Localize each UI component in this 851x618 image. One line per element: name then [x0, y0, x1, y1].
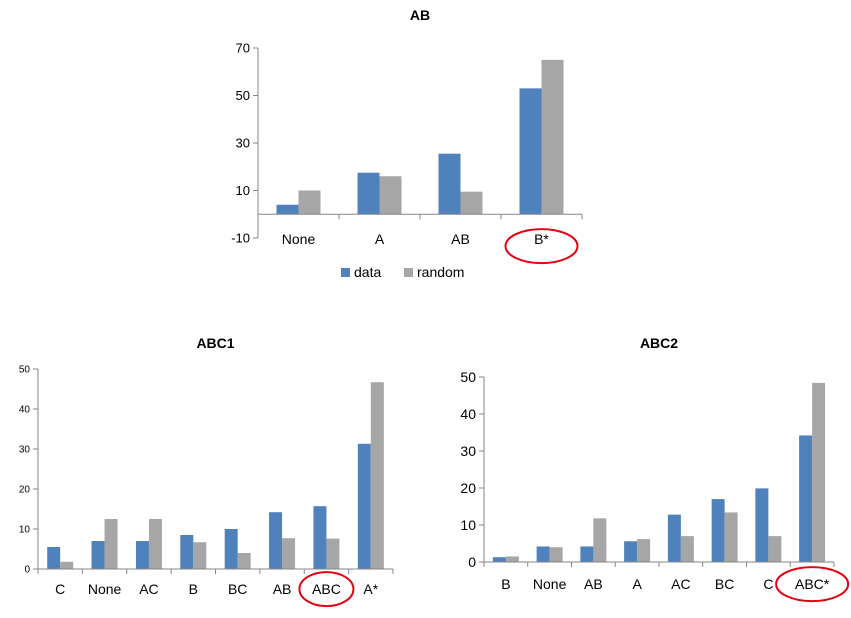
- y-tick-label: 0: [24, 565, 30, 576]
- bar-random: [768, 536, 782, 562]
- bar-random: [193, 542, 207, 569]
- y-tick-label: 10: [236, 183, 250, 198]
- chart-abc2: ABC2 0 10 20 30 40 50 B None AB A AC BC C ABC*: [460, 335, 850, 603]
- category-label: C: [763, 576, 773, 592]
- chart-title: ABC2: [640, 335, 678, 351]
- category-label: AB: [584, 576, 603, 592]
- y-tick-label: 50: [19, 365, 31, 376]
- bar-random: [379, 176, 402, 215]
- y-tick-label: 70: [236, 41, 250, 56]
- bar-data: [135, 541, 149, 569]
- bar-random: [637, 539, 651, 562]
- bar-random: [148, 519, 162, 569]
- bar-data: [313, 506, 327, 569]
- category-label: B: [189, 581, 198, 597]
- category-label: None: [282, 231, 316, 247]
- category-label: A: [375, 231, 385, 247]
- bar-data: [580, 546, 594, 562]
- category-label: A: [632, 576, 642, 592]
- y-tick-label: 40: [19, 405, 31, 416]
- bar-random: [60, 561, 74, 569]
- bar-random: [104, 519, 118, 569]
- category-label: AB: [273, 581, 292, 597]
- y-tick-label: 20: [460, 480, 476, 496]
- y-tick-label: 10: [19, 525, 31, 536]
- bar-data: [438, 153, 461, 215]
- bar-random: [724, 512, 738, 562]
- legend-swatch-data: [341, 268, 350, 277]
- chart-title: ABC1: [196, 335, 234, 351]
- bar-random: [237, 553, 251, 569]
- category-label: C: [55, 581, 65, 597]
- y-tick-label: 0: [468, 554, 476, 570]
- y-tick-label: 30: [236, 136, 250, 151]
- bar-data: [224, 529, 238, 569]
- category-label: BC: [715, 576, 734, 592]
- bar-data: [624, 541, 638, 562]
- bar-data: [357, 443, 371, 569]
- bar-random: [549, 547, 563, 562]
- category-label: None: [533, 576, 567, 592]
- y-tick-label: 50: [236, 88, 250, 103]
- y-tick-label: 30: [460, 443, 476, 459]
- bar-data: [357, 172, 380, 215]
- chart-abc1: ABC1 0 10 20 30 40 50 C None AC B BC AB ABC A*: [19, 335, 394, 608]
- bar-random: [326, 538, 340, 569]
- y-tick-label: 40: [460, 406, 476, 422]
- bar-random: [812, 382, 826, 562]
- category-label: AC: [671, 576, 690, 592]
- category-label: ABC*: [795, 576, 830, 592]
- y-tick-label: 50: [460, 369, 476, 385]
- bar-random: [298, 190, 321, 215]
- y-tick-label: 30: [19, 445, 31, 456]
- bar-random: [370, 382, 384, 569]
- legend-label-data: data: [354, 264, 381, 280]
- category-label: AC: [139, 581, 158, 597]
- bar-random: [593, 518, 607, 562]
- bar-data: [755, 488, 769, 562]
- bar-data: [519, 88, 542, 215]
- y-tick-label: -10: [231, 231, 250, 246]
- bar-data: [667, 514, 681, 562]
- legend-swatch-random: [404, 268, 413, 277]
- y-tick-label: 20: [19, 485, 31, 496]
- category-label: AB: [451, 231, 470, 247]
- category-label: B*: [534, 231, 549, 247]
- bar-data: [799, 435, 813, 562]
- legend-label-random: random: [417, 264, 464, 280]
- bar-data: [276, 204, 299, 215]
- chart-title: AB: [410, 7, 430, 23]
- category-label: BC: [228, 581, 247, 597]
- bar-data: [536, 546, 550, 562]
- bar-data: [492, 557, 506, 562]
- bar-data: [91, 541, 105, 569]
- highlight-ellipse: [775, 566, 850, 603]
- bar-random: [680, 536, 694, 562]
- bar-random: [505, 556, 519, 562]
- bar-random: [460, 191, 483, 215]
- bar-random: [282, 538, 296, 569]
- category-label: ABC: [312, 581, 341, 597]
- category-label: None: [88, 581, 122, 597]
- bar-data: [180, 535, 194, 569]
- bar-data: [711, 499, 725, 562]
- highlight-ellipse: [298, 571, 355, 608]
- bar-random: [541, 59, 564, 215]
- y-tick-label: 10: [460, 517, 476, 533]
- chart-ab: AB -10 10 30 50 70 None A AB B* data random: [231, 7, 583, 280]
- bar-data: [269, 512, 283, 569]
- category-label: A*: [363, 581, 378, 597]
- bar-data: [47, 547, 61, 569]
- highlight-ellipse: [504, 228, 579, 265]
- category-label: B: [501, 576, 510, 592]
